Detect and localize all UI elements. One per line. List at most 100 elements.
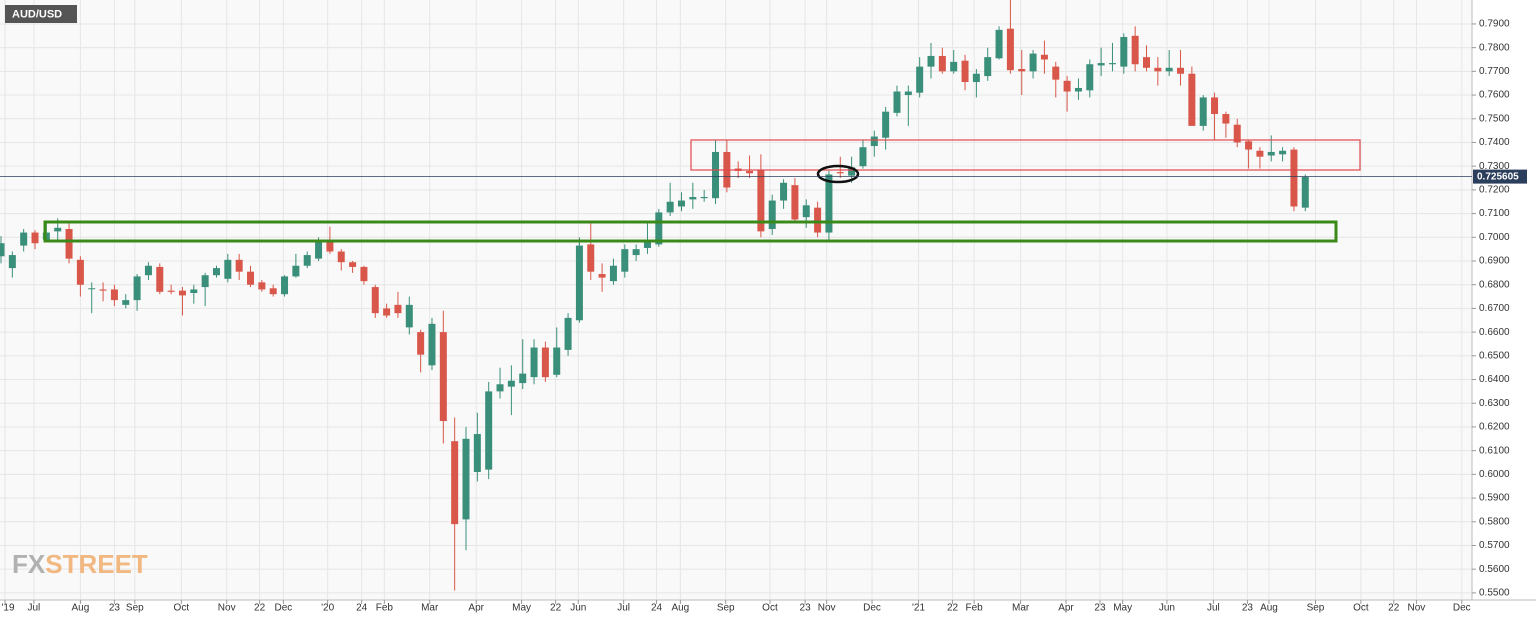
candle-body (1029, 53, 1037, 72)
candle-body (972, 73, 980, 83)
candle-body (825, 174, 833, 233)
y-tick-label: 0.5600 (1479, 564, 1510, 575)
candle-body (927, 55, 935, 67)
candle-body (689, 196, 697, 200)
candle-body (530, 347, 538, 378)
y-tick-label: 0.7800 (1479, 42, 1510, 53)
candle-body (1279, 150, 1287, 155)
candle-body (995, 29, 1003, 59)
y-tick-label: 0.5700 (1479, 540, 1510, 551)
y-tick-label: 0.7100 (1479, 208, 1510, 219)
x-tick-label: 23 (109, 603, 121, 614)
candle-body (507, 380, 515, 387)
candle-body (122, 300, 130, 305)
x-tick-label: Nov (818, 603, 836, 614)
x-tick-label: Dec (275, 603, 293, 614)
candle-body (1267, 151, 1275, 156)
x-tick-label: 22 (550, 603, 562, 614)
candle-body (405, 304, 413, 328)
last-price-box (1473, 169, 1527, 184)
candle-body (496, 384, 504, 392)
x-tick-label: Apr (468, 603, 484, 614)
x-tick-label: Sep (126, 603, 144, 614)
candle-body (814, 207, 822, 233)
candle-body (485, 391, 493, 470)
candle-body (349, 262, 357, 267)
candle-body (1222, 114, 1230, 124)
support-zone (43, 220, 1338, 243)
candle-body (65, 229, 73, 259)
y-tick-label: 0.7200 (1479, 185, 1510, 196)
chart-title: AUD/USD (12, 8, 62, 20)
candle-body (780, 182, 788, 201)
candle-body (224, 259, 232, 279)
x-tick-label: 22 (947, 603, 959, 614)
candle-body (1233, 124, 1241, 143)
candle-body (1188, 73, 1196, 126)
annotations (43, 139, 1361, 243)
candle-body (133, 276, 141, 301)
candle-body (575, 245, 583, 321)
x-tick-label: 23 (1094, 603, 1106, 614)
y-tick-label: 0.6000 (1479, 469, 1510, 480)
candle-body (371, 287, 379, 314)
x-tick-label: Dec (863, 603, 881, 614)
watermark-fx: FX (12, 549, 46, 579)
candle-body (394, 304, 402, 314)
candle-body (791, 185, 799, 220)
candle-body (1165, 67, 1173, 72)
plot-background (0, 0, 1472, 600)
candle-body (1108, 63, 1116, 65)
candle-body (836, 172, 844, 174)
x-tick-label: Aug (71, 603, 89, 614)
x-tick-label: 23 (800, 603, 812, 614)
candle-body (541, 347, 549, 378)
candle-body (904, 91, 912, 96)
y-tick-label: 0.5500 (1479, 588, 1510, 599)
candle-body (54, 227, 62, 232)
x-tick-label: Jul (27, 603, 40, 614)
candle-body (462, 438, 470, 520)
candle-body (1086, 64, 1094, 91)
candle-body (1052, 66, 1060, 80)
candle-body (519, 373, 527, 384)
candle-body (666, 201, 674, 213)
candle-body (99, 289, 107, 291)
candle-body (417, 332, 425, 355)
resistance-zone (690, 139, 1361, 171)
candle-body (247, 271, 255, 285)
candle-body (235, 259, 243, 272)
candle-body (20, 232, 28, 246)
candle-body (0, 243, 5, 257)
candle-body (870, 136, 878, 147)
candle-body (337, 251, 345, 263)
candle-body (1006, 28, 1014, 71)
x-tick-label: Nov (1408, 603, 1426, 614)
y-tick-label: 0.6700 (1479, 303, 1510, 314)
candle-body (1154, 67, 1162, 72)
candle-body (598, 274, 606, 278)
candle-body (1256, 150, 1264, 157)
candle-body (802, 205, 810, 218)
last-price-label: 0.725605 (1477, 172, 1519, 183)
candle-body (439, 332, 447, 422)
x-tick-label: Mar (1012, 603, 1030, 614)
x-tick-label: Jul (617, 603, 630, 614)
watermark: FXSTREET (12, 549, 148, 579)
x-tick-label: 22 (254, 603, 266, 614)
candle-body (757, 169, 765, 232)
x-tick-label: Aug (1260, 603, 1278, 614)
candle-body (167, 290, 175, 292)
x-tick-label: Sep (717, 603, 735, 614)
candle-body (677, 200, 685, 207)
x-tick-label: Apr (1058, 603, 1074, 614)
candle-body (893, 91, 901, 113)
candle-body (1245, 141, 1253, 150)
candle-body (281, 276, 289, 295)
candle-body (1097, 63, 1105, 66)
x-tick-label: 24 (356, 603, 368, 614)
candle-body (1199, 97, 1207, 126)
